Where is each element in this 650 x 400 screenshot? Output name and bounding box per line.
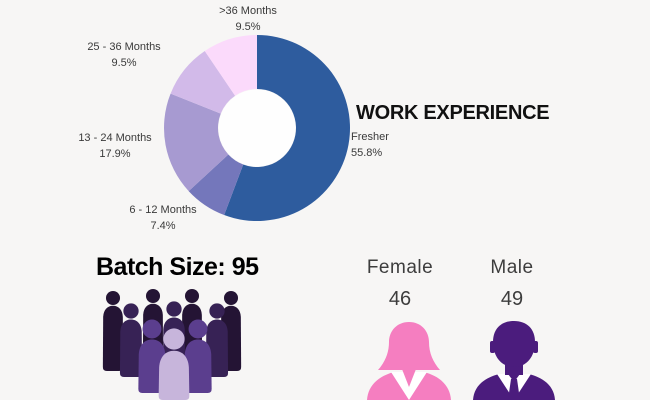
- donut-label-text: 6 - 12 Months: [129, 204, 197, 216]
- person-silhouette: [184, 319, 212, 393]
- donut-segment-36-months: [204, 35, 257, 96]
- work-experience-donut-chart: [164, 35, 350, 221]
- crowd-icon: [102, 288, 242, 400]
- donut-label-pct: 55.8%: [351, 146, 383, 159]
- chart-title: WORK EXPERIENCE: [356, 102, 550, 124]
- donut-segment-fresher: [224, 35, 350, 221]
- female-icon: [367, 322, 451, 400]
- male-ear-right: [533, 341, 538, 353]
- person-silhouette: [119, 303, 143, 377]
- donut-label-pct: 9.5%: [111, 56, 137, 69]
- donut-hole: [218, 89, 296, 167]
- batch-size-title: Batch Size: 95: [96, 253, 259, 281]
- male-ear-left: [490, 341, 495, 353]
- donut-segment-25-36-months: [170, 51, 236, 114]
- donut-segment-13-24-months: [164, 93, 229, 192]
- person-silhouette: [158, 328, 190, 400]
- female-label: Female: [366, 257, 434, 278]
- male-head: [493, 321, 535, 367]
- person-silhouette: [205, 303, 229, 377]
- donut-label-text: Fresher: [351, 131, 389, 143]
- donut-label-text: 25 - 36 Months: [87, 41, 161, 53]
- donut-label-pct: 9.5%: [235, 20, 261, 33]
- female-count: 46: [388, 288, 412, 310]
- donut-label-6-12-months: 6 - 12 Months 7.4%: [108, 203, 218, 235]
- male-tie-knot: [508, 374, 520, 382]
- male-icon: [473, 321, 555, 400]
- donut-label-13-24-months: 13 - 24 Months 17.9%: [60, 131, 170, 163]
- donut-label-25-36-months: 25 - 36 Months 9.5%: [69, 40, 179, 72]
- donut-segment-6-12-months: [188, 154, 244, 216]
- donut-label-pct: 17.9%: [99, 147, 131, 160]
- person-silhouette: [138, 319, 166, 393]
- male-tie: [508, 379, 520, 400]
- male-label: Male: [490, 257, 534, 278]
- male-count: 49: [500, 288, 524, 310]
- donut-label-text: >36 Months: [219, 5, 277, 17]
- donut-label-gt-36-months: >36 Months 9.5%: [193, 4, 303, 36]
- donut-label-pct: 7.4%: [150, 219, 176, 232]
- female-head-hair: [378, 322, 440, 370]
- donut-label-fresher: Fresher 55.8%: [351, 130, 431, 162]
- donut-label-text: 13 - 24 Months: [78, 132, 152, 144]
- person-silhouette: [102, 290, 124, 371]
